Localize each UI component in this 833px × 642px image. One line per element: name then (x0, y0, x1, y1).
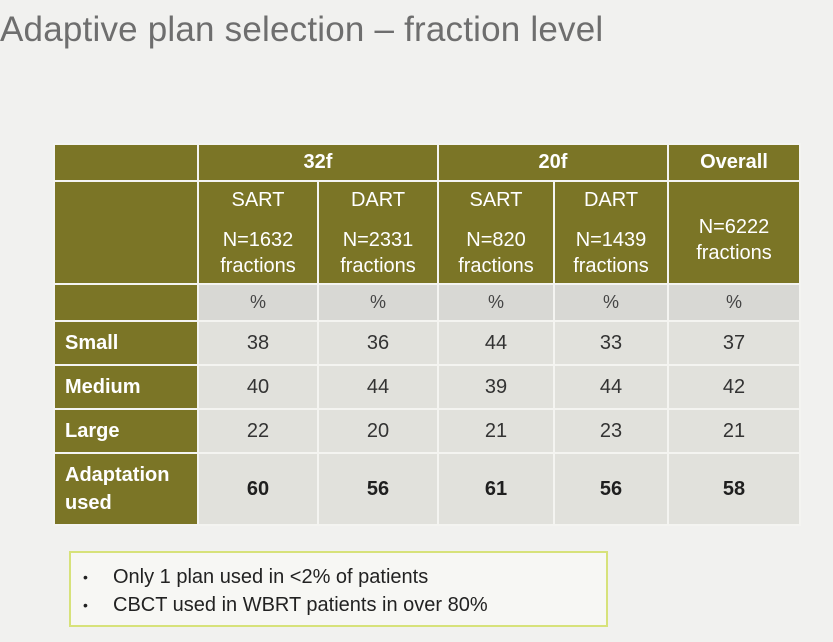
list-item: • Only 1 plan used in <2% of patients (83, 563, 594, 591)
notes-list: • Only 1 plan used in <2% of patients • … (83, 563, 594, 619)
percent-label: % (437, 283, 555, 322)
bullet-icon: • (83, 597, 88, 613)
table-cell: 38 (197, 320, 319, 366)
notes-box: • Only 1 plan used in <2% of patients • … (69, 551, 608, 627)
row-label: Medium (53, 364, 199, 410)
column-name: SART (231, 188, 285, 211)
table-cell: 33 (553, 320, 669, 366)
row-label-line: used (65, 492, 112, 514)
table-cell: 21 (667, 408, 801, 454)
note-text: Only 1 plan used in <2% of patients (113, 565, 429, 588)
column-header: DART N=2331 fractions (317, 180, 439, 285)
table-cell: 21 (437, 408, 555, 454)
column-name: DART (583, 188, 639, 211)
corner-cell (53, 180, 199, 285)
percent-label: % (667, 283, 801, 322)
corner-cell (53, 143, 199, 182)
table-row: Small 38 36 44 33 37 (53, 320, 801, 366)
column-n: N=2331 (342, 228, 414, 251)
column-n: N=820 (466, 228, 526, 251)
table-cell: 40 (197, 364, 319, 410)
column-header: N=6222 fractions (667, 180, 801, 285)
slide-title: Adaptive plan selection – fraction level (0, 10, 604, 49)
column-n: N=6222 (698, 215, 770, 238)
results-table: 32f 20f Overall SART N=1632 fractions DA… (53, 143, 801, 526)
column-header: SART N=1632 fractions (197, 180, 319, 285)
table-row: Adaptation used 60 56 61 56 58 (53, 452, 801, 526)
table-cell: 44 (317, 364, 439, 410)
table-cell: 37 (667, 320, 801, 366)
group-header-32f: 32f (197, 143, 439, 182)
table-cell: 56 (553, 452, 669, 526)
percent-label: % (197, 283, 319, 322)
table-cell: 60 (197, 452, 319, 526)
percent-label: % (553, 283, 669, 322)
table-cell: 56 (317, 452, 439, 526)
table-cell: 22 (197, 408, 319, 454)
group-header-overall: Overall (667, 143, 801, 182)
percent-row: % % % % % (53, 283, 801, 322)
column-header: DART N=1439 fractions (553, 180, 669, 285)
row-label-line: Adaptation (65, 464, 170, 486)
list-item: • CBCT used in WBRT patients in over 80% (83, 591, 594, 619)
group-header-row: 32f 20f Overall (53, 143, 801, 182)
column-unit: fractions (573, 254, 649, 277)
column-unit: fractions (340, 254, 416, 277)
table-cell: 44 (553, 364, 669, 410)
row-label: Small (53, 320, 199, 366)
column-name: DART (350, 188, 406, 211)
group-header-20f: 20f (437, 143, 669, 182)
table-cell: 61 (437, 452, 555, 526)
note-text: CBCT used in WBRT patients in over 80% (113, 593, 488, 616)
table-cell: 58 (667, 452, 801, 526)
table-row: Large 22 20 21 23 21 (53, 408, 801, 454)
row-label: Large (53, 408, 199, 454)
bullet-icon: • (83, 569, 88, 585)
table-cell: 20 (317, 408, 439, 454)
table-row: Medium 40 44 39 44 42 (53, 364, 801, 410)
column-n: N=1632 (222, 228, 294, 251)
corner-cell (53, 283, 199, 322)
column-n: N=1439 (575, 228, 647, 251)
table-cell: 44 (437, 320, 555, 366)
column-header: SART N=820 fractions (437, 180, 555, 285)
table-cell: 23 (553, 408, 669, 454)
column-unit: fractions (696, 241, 772, 264)
row-label: Adaptation used (53, 452, 199, 526)
column-header-row: SART N=1632 fractions DART N=2331 fracti… (53, 180, 801, 285)
table-cell: 36 (317, 320, 439, 366)
percent-label: % (317, 283, 439, 322)
column-unit: fractions (458, 254, 534, 277)
table-cell: 39 (437, 364, 555, 410)
column-unit: fractions (220, 254, 296, 277)
table-cell: 42 (667, 364, 801, 410)
column-name: SART (469, 188, 523, 211)
